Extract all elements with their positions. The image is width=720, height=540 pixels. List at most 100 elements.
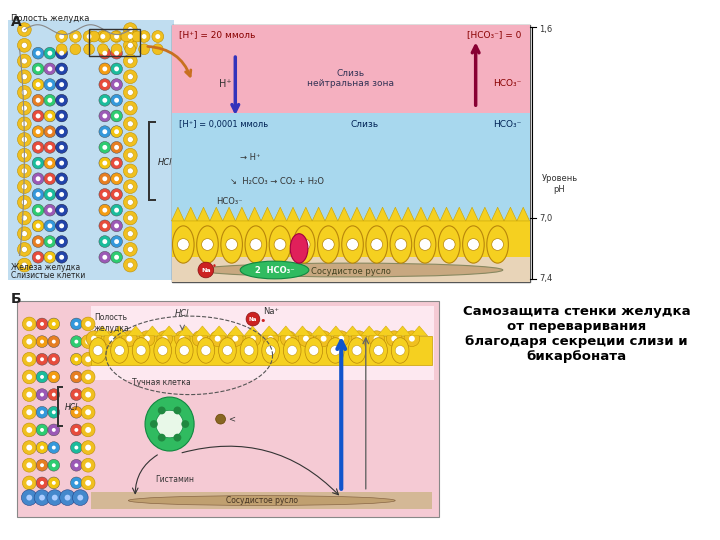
Circle shape bbox=[70, 44, 81, 55]
Circle shape bbox=[144, 336, 150, 342]
Circle shape bbox=[55, 251, 68, 263]
Circle shape bbox=[330, 346, 341, 355]
Circle shape bbox=[36, 371, 48, 383]
Circle shape bbox=[22, 90, 27, 96]
Circle shape bbox=[22, 370, 36, 384]
Circle shape bbox=[71, 477, 82, 489]
Circle shape bbox=[139, 44, 150, 55]
Text: Слизь
нейтральная зона: Слизь нейтральная зона bbox=[307, 69, 394, 89]
Circle shape bbox=[74, 375, 78, 379]
Circle shape bbox=[36, 460, 48, 471]
Circle shape bbox=[127, 152, 133, 158]
Circle shape bbox=[374, 336, 379, 342]
Text: Сосудистое русло: Сосудистое русло bbox=[310, 267, 390, 276]
Circle shape bbox=[81, 423, 95, 437]
Circle shape bbox=[114, 255, 119, 260]
Circle shape bbox=[99, 173, 111, 185]
Circle shape bbox=[32, 126, 44, 138]
Circle shape bbox=[17, 258, 31, 272]
Ellipse shape bbox=[348, 338, 366, 363]
Text: 1,6: 1,6 bbox=[539, 25, 553, 33]
Circle shape bbox=[121, 31, 132, 42]
Circle shape bbox=[55, 110, 68, 122]
Circle shape bbox=[55, 63, 68, 75]
Circle shape bbox=[287, 346, 297, 355]
Circle shape bbox=[36, 239, 40, 244]
Ellipse shape bbox=[111, 338, 128, 363]
Circle shape bbox=[158, 346, 168, 355]
Text: Сосудистое русло: Сосудистое русло bbox=[226, 496, 298, 505]
Circle shape bbox=[102, 176, 107, 181]
Circle shape bbox=[338, 336, 344, 342]
Circle shape bbox=[73, 490, 88, 505]
Bar bbox=[148, 199, 156, 201]
Circle shape bbox=[99, 188, 111, 200]
Circle shape bbox=[44, 173, 55, 185]
Circle shape bbox=[127, 168, 133, 174]
Circle shape bbox=[32, 188, 44, 200]
Circle shape bbox=[127, 58, 133, 64]
Circle shape bbox=[40, 340, 44, 343]
Circle shape bbox=[99, 141, 111, 153]
Polygon shape bbox=[395, 326, 411, 336]
Circle shape bbox=[316, 331, 331, 347]
Circle shape bbox=[250, 239, 261, 251]
Circle shape bbox=[181, 420, 189, 428]
Circle shape bbox=[139, 331, 155, 347]
Ellipse shape bbox=[221, 226, 243, 263]
Circle shape bbox=[123, 85, 138, 99]
Polygon shape bbox=[94, 326, 111, 336]
Circle shape bbox=[44, 126, 55, 138]
Circle shape bbox=[245, 331, 261, 347]
Circle shape bbox=[36, 192, 40, 197]
Circle shape bbox=[97, 44, 108, 55]
Circle shape bbox=[71, 407, 82, 418]
Circle shape bbox=[111, 235, 122, 247]
Circle shape bbox=[99, 94, 111, 106]
Text: 7,4: 7,4 bbox=[539, 274, 553, 284]
Bar bbox=[89, 29, 140, 56]
Circle shape bbox=[32, 235, 44, 247]
Circle shape bbox=[323, 239, 334, 251]
Circle shape bbox=[111, 157, 122, 169]
Circle shape bbox=[48, 336, 60, 348]
Circle shape bbox=[351, 331, 366, 347]
Polygon shape bbox=[389, 207, 402, 221]
Circle shape bbox=[74, 428, 78, 432]
Circle shape bbox=[111, 79, 122, 91]
Circle shape bbox=[99, 157, 111, 169]
Circle shape bbox=[123, 38, 138, 52]
Circle shape bbox=[114, 160, 119, 166]
Circle shape bbox=[85, 480, 91, 486]
Circle shape bbox=[114, 129, 119, 134]
Circle shape bbox=[320, 336, 327, 342]
Bar bbox=[57, 388, 59, 427]
Polygon shape bbox=[184, 207, 197, 221]
Circle shape bbox=[152, 31, 163, 42]
Ellipse shape bbox=[240, 261, 309, 279]
Circle shape bbox=[34, 490, 50, 505]
Circle shape bbox=[150, 420, 158, 428]
Circle shape bbox=[419, 239, 431, 251]
Circle shape bbox=[27, 321, 32, 327]
Circle shape bbox=[22, 152, 27, 158]
Circle shape bbox=[36, 160, 40, 166]
Polygon shape bbox=[411, 326, 428, 336]
Polygon shape bbox=[415, 207, 427, 221]
Circle shape bbox=[22, 26, 27, 32]
Circle shape bbox=[40, 410, 44, 414]
Circle shape bbox=[44, 94, 55, 106]
Circle shape bbox=[109, 336, 114, 342]
Circle shape bbox=[111, 94, 122, 106]
Circle shape bbox=[27, 427, 32, 433]
Circle shape bbox=[55, 220, 68, 232]
Circle shape bbox=[81, 476, 95, 490]
Circle shape bbox=[99, 79, 111, 91]
Text: Гистамин: Гистамин bbox=[155, 475, 194, 484]
Circle shape bbox=[102, 98, 107, 103]
Circle shape bbox=[36, 477, 48, 489]
Circle shape bbox=[158, 434, 166, 442]
Circle shape bbox=[125, 31, 136, 42]
Circle shape bbox=[81, 388, 95, 401]
Circle shape bbox=[174, 331, 190, 347]
